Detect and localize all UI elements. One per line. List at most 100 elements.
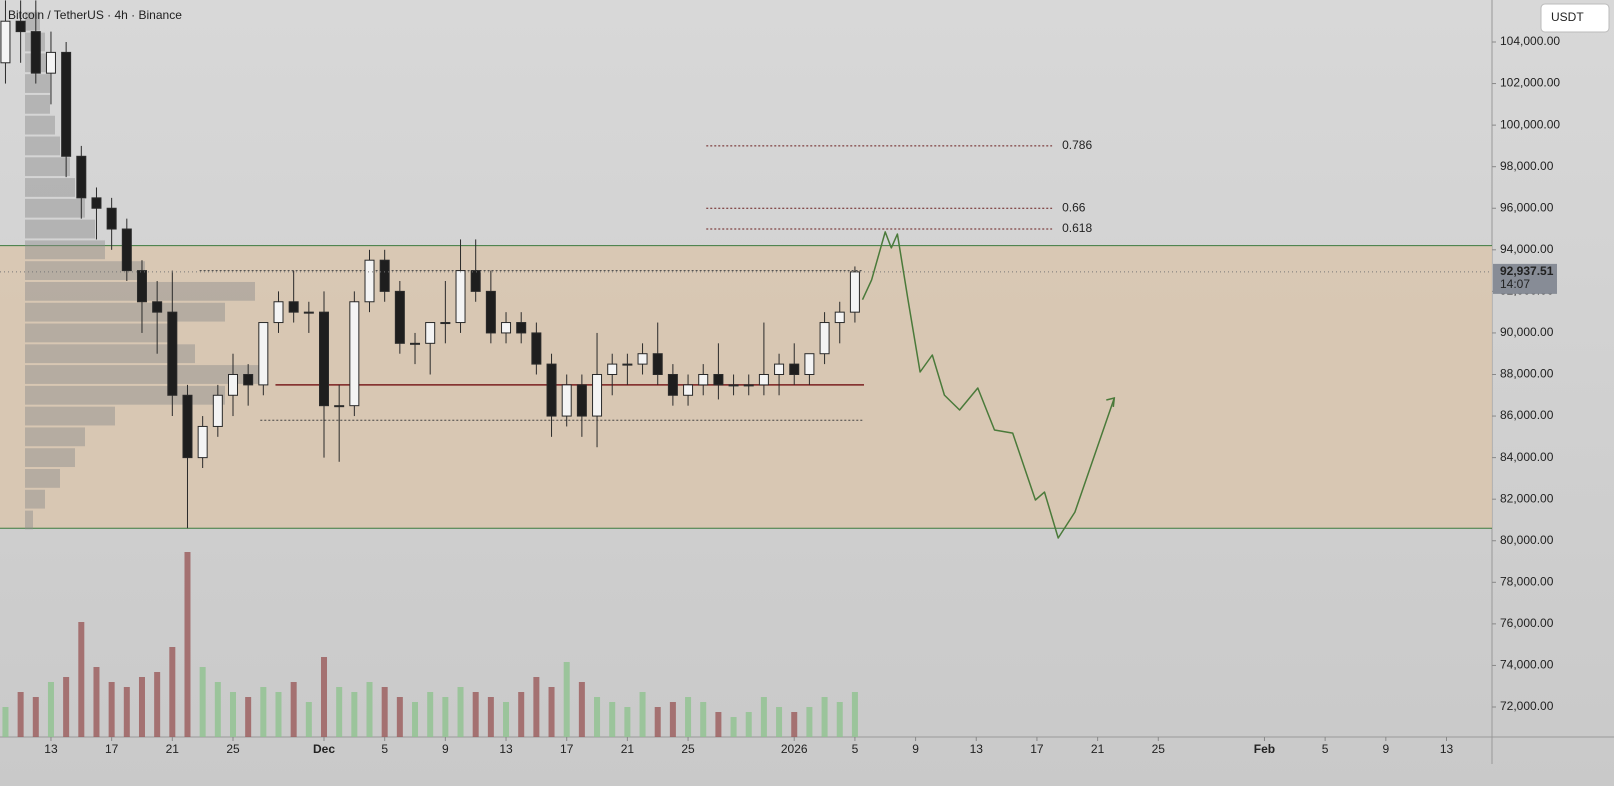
volume-bar <box>472 692 479 737</box>
candle-body <box>288 301 299 313</box>
candle-body <box>334 405 345 408</box>
volume-bar <box>791 712 798 737</box>
volume-bar <box>336 687 343 737</box>
volume-bar <box>730 717 737 737</box>
volume-bar <box>609 702 616 737</box>
volume-bar <box>63 677 70 737</box>
candle-body <box>30 31 41 74</box>
volume-bar <box>594 697 601 737</box>
volume-bar <box>260 687 267 737</box>
x-tick-label: 5 <box>852 742 859 756</box>
countdown-label: 14:07 <box>1500 277 1530 291</box>
candle-body <box>212 394 223 427</box>
candle-body <box>0 20 11 64</box>
x-tick-label: 21 <box>1091 742 1105 756</box>
volume-bar <box>154 672 161 737</box>
y-tick-label: 88,000.00 <box>1500 367 1554 381</box>
volume-bar <box>578 682 585 737</box>
x-tick-label: 2026 <box>781 742 808 756</box>
currency-label[interactable]: USDT <box>1551 10 1584 24</box>
candle-body <box>485 290 496 334</box>
volume-bar <box>214 682 221 737</box>
candle-body <box>834 311 845 324</box>
y-tick-label: 84,000.00 <box>1500 450 1554 464</box>
candle-body <box>713 373 724 386</box>
candle-body <box>76 155 87 199</box>
volume-profile-bar <box>25 198 85 218</box>
projection-path <box>861 231 1116 539</box>
currency-button[interactable] <box>1540 3 1610 33</box>
fib-label: 0.66 <box>1062 200 1086 214</box>
volume-bar <box>669 702 676 737</box>
candle-body <box>576 384 587 417</box>
candle-body <box>425 322 436 344</box>
volume-bar <box>108 682 115 737</box>
candle-body <box>819 322 830 355</box>
candle-body <box>516 322 527 334</box>
y-tick-label: 90,000.00 <box>1500 325 1554 339</box>
volume-bar <box>412 702 419 737</box>
candle-body <box>652 353 663 375</box>
volume-bar <box>715 712 722 737</box>
volume-bar <box>745 712 752 737</box>
candle-body <box>743 384 754 387</box>
y-tick-label: 100,000.00 <box>1500 117 1560 131</box>
y-tick-label: 86,000.00 <box>1500 408 1554 422</box>
x-tick-label: 9 <box>442 742 449 756</box>
x-tick-label: 17 <box>560 742 574 756</box>
volume-bar <box>2 707 9 737</box>
candle-body <box>728 384 739 387</box>
candle-body <box>227 373 238 396</box>
candle-body <box>167 311 178 396</box>
last-price-box <box>1493 263 1557 294</box>
candle-body <box>698 373 709 386</box>
last-price-label: 92,937.51 <box>1500 264 1554 278</box>
volume-bar <box>836 702 843 737</box>
volume-bar <box>290 682 297 737</box>
projection-arrowhead <box>1106 396 1116 408</box>
volume-profile-bar <box>25 178 75 197</box>
range-zone <box>0 245 1492 529</box>
y-tick-label: 76,000.00 <box>1500 616 1554 630</box>
candle-body <box>303 311 314 314</box>
y-tick-label: 80,000.00 <box>1500 533 1554 547</box>
candle-body <box>106 207 117 230</box>
x-tick-label: 5 <box>381 742 388 756</box>
volume-bar <box>199 667 206 737</box>
volume-profile-bar <box>25 469 60 488</box>
volume-bar <box>442 697 449 737</box>
volume-bar <box>229 692 236 737</box>
candle-body <box>410 342 421 345</box>
candle-body <box>197 425 208 459</box>
volume-profile-bar <box>25 406 115 426</box>
volume-profile-bar <box>25 489 45 509</box>
volume-bar <box>806 707 813 737</box>
x-tick-label: 13 <box>1440 742 1454 756</box>
x-tick-label: 9 <box>912 742 919 756</box>
volume-bar <box>305 702 312 737</box>
volume-bar <box>93 667 100 737</box>
x-tick-label: 25 <box>1152 742 1166 756</box>
x-tick-label: 9 <box>1382 742 1389 756</box>
candle-body <box>607 363 618 375</box>
candle-body <box>440 322 451 325</box>
x-tick-label: 13 <box>44 742 58 756</box>
volume-bar <box>776 707 783 737</box>
fib-label: 0.618 <box>1062 221 1092 235</box>
candle-body <box>182 394 193 459</box>
volume-profile-bar <box>25 448 75 468</box>
candle-body <box>152 301 163 313</box>
x-tick-label: 21 <box>166 742 180 756</box>
y-tick-label: 102,000.00 <box>1500 76 1560 90</box>
candle-body <box>243 373 254 386</box>
volume-bar <box>396 697 403 737</box>
candle-body <box>501 322 512 334</box>
volume-profile-bar <box>25 94 50 114</box>
volume-profile-bar <box>25 510 33 530</box>
volume-bar <box>533 677 540 737</box>
volume-profile-bar <box>25 302 225 322</box>
candle-body <box>319 311 330 407</box>
volume-bar <box>563 662 570 737</box>
candle-body <box>136 270 147 303</box>
